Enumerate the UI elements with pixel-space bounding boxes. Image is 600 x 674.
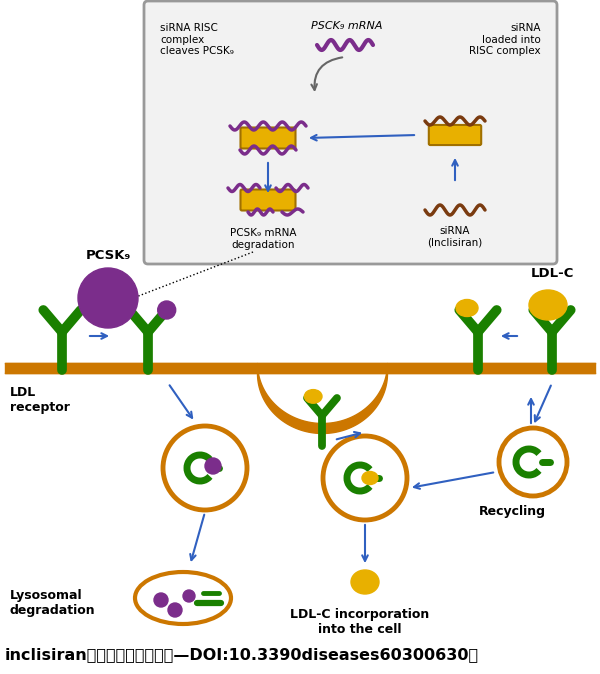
Circle shape bbox=[154, 593, 168, 607]
FancyBboxPatch shape bbox=[144, 1, 557, 264]
Text: LDL
receptor: LDL receptor bbox=[10, 386, 70, 414]
Text: Lysosomal
degradation: Lysosomal degradation bbox=[10, 589, 95, 617]
Text: inclisiran作用机制（来源文献—DOI:10.3390diseases60300630）: inclisiran作用机制（来源文献—DOI:10.3390diseases6… bbox=[5, 648, 479, 663]
FancyBboxPatch shape bbox=[241, 127, 296, 148]
Ellipse shape bbox=[529, 290, 567, 320]
Circle shape bbox=[499, 428, 567, 496]
Circle shape bbox=[183, 590, 195, 602]
Text: PSCK₉ mRNA: PSCK₉ mRNA bbox=[311, 21, 383, 31]
Text: LDL-C: LDL-C bbox=[530, 267, 574, 280]
Circle shape bbox=[158, 301, 176, 319]
Text: siRNA
(Inclisiran): siRNA (Inclisiran) bbox=[427, 226, 482, 247]
Text: PCSK₉ mRNA
degradation: PCSK₉ mRNA degradation bbox=[230, 228, 296, 249]
Text: Recycling: Recycling bbox=[479, 505, 545, 518]
FancyBboxPatch shape bbox=[241, 189, 296, 210]
FancyBboxPatch shape bbox=[429, 125, 481, 145]
Ellipse shape bbox=[351, 570, 379, 594]
Circle shape bbox=[168, 603, 182, 617]
Text: LDL-C incorporation
into the cell: LDL-C incorporation into the cell bbox=[290, 608, 430, 636]
Circle shape bbox=[163, 426, 247, 510]
Circle shape bbox=[323, 436, 407, 520]
Text: PCSK₉: PCSK₉ bbox=[85, 249, 131, 262]
Ellipse shape bbox=[304, 390, 322, 403]
Ellipse shape bbox=[362, 472, 378, 485]
Text: siRNA RISC
complex
cleaves PCSK₉: siRNA RISC complex cleaves PCSK₉ bbox=[160, 23, 234, 56]
Text: siRNA
loaded into
RISC complex: siRNA loaded into RISC complex bbox=[469, 23, 541, 56]
Ellipse shape bbox=[135, 572, 231, 624]
Ellipse shape bbox=[456, 299, 478, 317]
Circle shape bbox=[78, 268, 138, 328]
Circle shape bbox=[205, 458, 221, 474]
